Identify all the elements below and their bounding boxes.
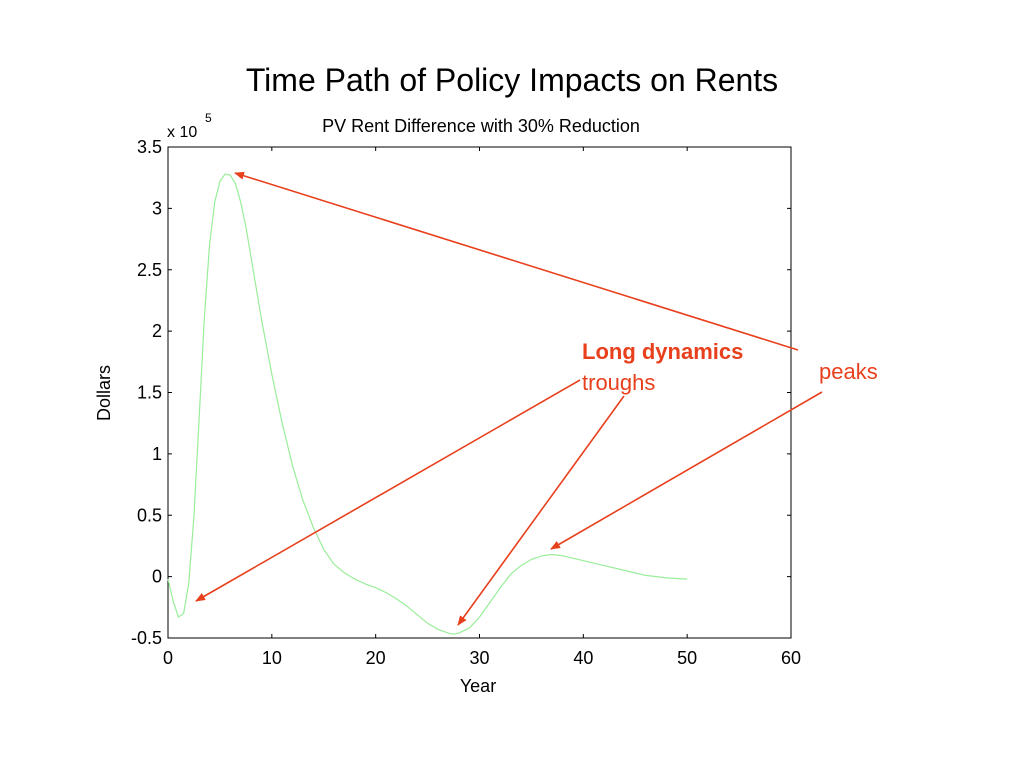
plot-frame [167,146,792,639]
y-tick-label: 0 [152,567,162,587]
annotation-troughs: troughs [582,370,656,395]
y-tick-label: -0.5 [131,628,162,648]
x-tick-label: 40 [573,648,593,668]
annotation-peaks: peaks [819,359,878,384]
y-multiplier-exponent: 5 [205,111,212,125]
annotation-arrows [195,171,823,626]
x-tick-label: 30 [469,648,489,668]
x-tick-label: 0 [163,648,173,668]
y-tick-label: 1.5 [137,383,162,403]
series-line [167,173,688,635]
x-axis-label: Year [460,676,496,696]
peak-arrow-first [234,171,799,351]
y-axis-label: Dollars [94,365,114,421]
x-axis: 0 10 20 30 40 50 60 [163,147,801,668]
y-tick-label: 1 [152,444,162,464]
y-axis: -0.5 0 0.5 1 1.5 2 2.5 3 3.5 [131,137,791,648]
y-tick-label: 2 [152,321,162,341]
x-tick-label: 50 [677,648,697,668]
chart-title: PV Rent Difference with 30% Reduction [322,116,640,136]
y-tick-label: 3.5 [137,137,162,157]
x-tick-label: 60 [781,648,801,668]
trough-arrow-second [457,395,625,626]
x-tick-label: 20 [366,648,386,668]
trough-arrow-first [195,379,581,602]
y-tick-label: 2.5 [137,260,162,280]
y-tick-label: 3 [152,198,162,218]
slide-title: Time Path of Policy Impacts on Rents [245,62,779,98]
y-multiplier: x 10 [167,124,197,141]
y-tick-label: 0.5 [137,505,162,525]
peak-arrow-second [550,391,823,550]
annotation-long-dynamics: Long dynamics [582,339,744,364]
x-tick-label: 10 [262,648,282,668]
